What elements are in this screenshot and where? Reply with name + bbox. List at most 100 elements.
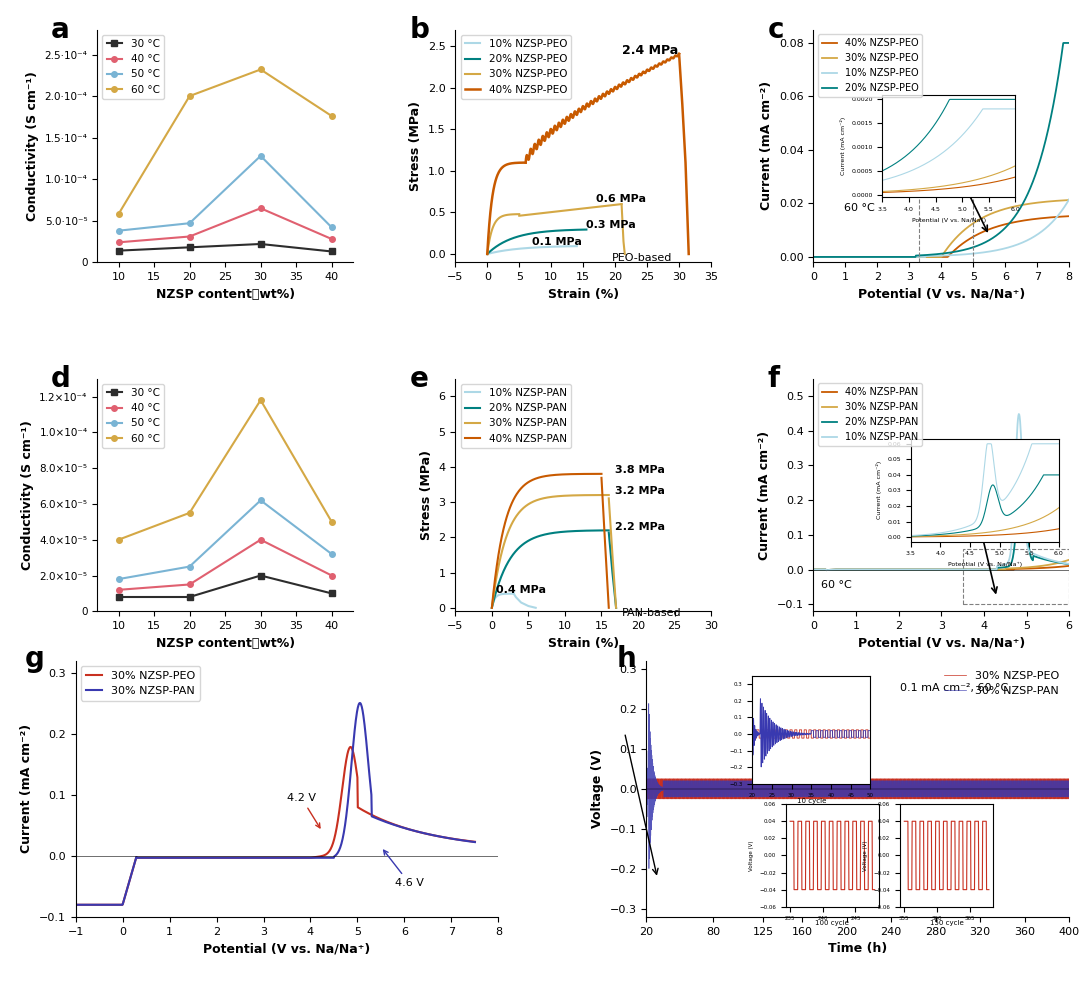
- 10% NZSP-PAN: [807, 564, 820, 576]
- Line: 60 °C: 60 °C: [116, 67, 335, 217]
- 50 °C: [325, 548, 338, 560]
- Text: 4.6 V: 4.6 V: [383, 850, 424, 888]
- Line: 10% NZSP-PEO: 10% NZSP-PEO: [813, 199, 1069, 257]
- 50 °C: [254, 150, 267, 162]
- Line: 30% NZSP-PAN: 30% NZSP-PAN: [76, 703, 475, 905]
- 30% NZSP-PEO: [231, 852, 244, 864]
- 40% NZSP-PEO: [508, 157, 521, 169]
- Text: 3.2 MPa: 3.2 MPa: [615, 486, 664, 496]
- 20% NZSP-PEO: [999, 221, 1012, 233]
- 10% NZSP-PAN: [820, 564, 833, 576]
- Y-axis label: Current (mA cm⁻²): Current (mA cm⁻²): [760, 82, 773, 210]
- 30 °C: [112, 245, 125, 256]
- 30% NZSP-PEO: [999, 203, 1012, 215]
- Line: 40% NZSP-PAN: 40% NZSP-PAN: [813, 566, 1069, 570]
- 40% NZSP-PAN: [514, 482, 527, 494]
- 30% NZSP-PEO: [958, 224, 971, 236]
- X-axis label: Time (h): Time (h): [828, 943, 888, 955]
- Text: 0.4 MPa: 0.4 MPa: [496, 586, 545, 596]
- 30% NZSP-PAN: [492, 559, 505, 571]
- Line: 30% NZSP-PEO: 30% NZSP-PEO: [76, 747, 475, 905]
- 10% NZSP-PEO: [958, 248, 971, 260]
- 30% NZSP-PEO: [734, 773, 747, 785]
- 10% NZSP-PEO: [977, 246, 990, 258]
- 50 °C: [112, 225, 125, 237]
- 10% NZSP-PEO: [535, 242, 548, 253]
- Bar: [962, 549, 1069, 604]
- 10% NZSP-PEO: [570, 241, 583, 252]
- 40% NZSP-PAN: [873, 564, 886, 576]
- 40% NZSP-PAN: [852, 564, 865, 576]
- 10% NZSP-PEO: [556, 241, 569, 252]
- 30% NZSP-PAN: [873, 564, 886, 576]
- 40% NZSP-PEO: [494, 165, 507, 176]
- Line: 10% NZSP-PAN: 10% NZSP-PAN: [491, 594, 514, 607]
- 40 °C: [325, 233, 338, 245]
- 10% NZSP-PEO: [562, 241, 575, 252]
- 40 °C: [184, 579, 197, 591]
- 30 °C: [254, 238, 267, 249]
- 20% NZSP-PEO: [852, 251, 865, 263]
- Line: 40% NZSP-PEO: 40% NZSP-PEO: [813, 216, 1069, 257]
- 30% NZSP-PEO: [807, 251, 820, 263]
- 30% NZSP-PAN: [658, 775, 671, 787]
- 50 °C: [254, 494, 267, 506]
- Legend: 30 °C, 40 °C, 50 °C, 60 °C: 30 °C, 40 °C, 50 °C, 60 °C: [103, 384, 164, 448]
- 50 °C: [325, 222, 338, 234]
- 40% NZSP-PAN: [489, 564, 502, 576]
- 20% NZSP-PAN: [492, 577, 505, 589]
- 40% NZSP-PEO: [999, 218, 1012, 230]
- 30% NZSP-PEO: [469, 836, 482, 848]
- Text: c: c: [768, 16, 784, 43]
- 30% NZSP-PAN: [110, 899, 123, 911]
- 30% NZSP-PEO: [658, 793, 671, 805]
- Text: PEO-based: PEO-based: [612, 252, 673, 262]
- 40 °C: [254, 202, 267, 214]
- Text: h: h: [617, 645, 636, 673]
- 20% NZSP-PAN: [1000, 561, 1013, 573]
- Line: 40% NZSP-PEO: 40% NZSP-PEO: [487, 163, 526, 254]
- Line: 20% NZSP-PEO: 20% NZSP-PEO: [813, 43, 1069, 257]
- 30% NZSP-PAN: [592, 489, 605, 501]
- Y-axis label: Current (mA cm⁻²): Current (mA cm⁻²): [21, 725, 33, 853]
- Line: 10% NZSP-PAN: 10% NZSP-PAN: [813, 414, 1069, 570]
- Line: 30% NZSP-PAN: 30% NZSP-PAN: [491, 495, 609, 607]
- Y-axis label: Current (mA cm⁻²): Current (mA cm⁻²): [758, 431, 771, 559]
- 30% NZSP-PAN: [820, 564, 833, 576]
- 40% NZSP-PEO: [496, 162, 509, 174]
- 30% NZSP-PEO: [69, 899, 82, 911]
- Legend: 30% NZSP-PEO, 30% NZSP-PAN: 30% NZSP-PEO, 30% NZSP-PAN: [81, 667, 200, 701]
- Line: 20% NZSP-PAN: 20% NZSP-PAN: [813, 467, 1069, 570]
- Y-axis label: Stress (MPa): Stress (MPa): [420, 450, 433, 540]
- 30% NZSP-PAN: [958, 564, 971, 576]
- 30% NZSP-PEO: [873, 251, 886, 263]
- 10% NZSP-PAN: [485, 601, 498, 613]
- 30% NZSP-PEO: [345, 741, 357, 753]
- 30% NZSP-PAN: [1063, 554, 1076, 566]
- 40% NZSP-PEO: [922, 251, 935, 263]
- 30% NZSP-PAN: [978, 564, 991, 576]
- Text: e: e: [409, 365, 428, 392]
- 30% NZSP-PAN: [508, 515, 521, 527]
- 40 °C: [325, 570, 338, 582]
- 20% NZSP-PEO: [481, 247, 494, 259]
- 30% NZSP-PEO: [640, 793, 653, 805]
- 10% NZSP-PEO: [1063, 193, 1076, 205]
- Line: 30 °C: 30 °C: [116, 242, 335, 254]
- Text: 60 °C: 60 °C: [845, 203, 875, 213]
- 40% NZSP-PEO: [481, 248, 494, 260]
- Line: 40 °C: 40 °C: [116, 537, 335, 593]
- 30 °C: [112, 591, 125, 602]
- 60 °C: [184, 90, 197, 102]
- X-axis label: Strain (%): Strain (%): [548, 637, 619, 650]
- 30% NZSP-PEO: [487, 220, 500, 232]
- 20% NZSP-PEO: [540, 226, 553, 238]
- 20% NZSP-PAN: [807, 564, 820, 576]
- 20% NZSP-PEO: [807, 251, 820, 263]
- 20% NZSP-PAN: [1015, 461, 1028, 473]
- Text: PAN-based: PAN-based: [622, 607, 681, 617]
- 10% NZSP-PAN: [1000, 558, 1013, 570]
- 30 °C: [254, 570, 267, 582]
- 40% NZSP-PEO: [519, 157, 532, 169]
- 10% NZSP-PAN: [507, 588, 519, 599]
